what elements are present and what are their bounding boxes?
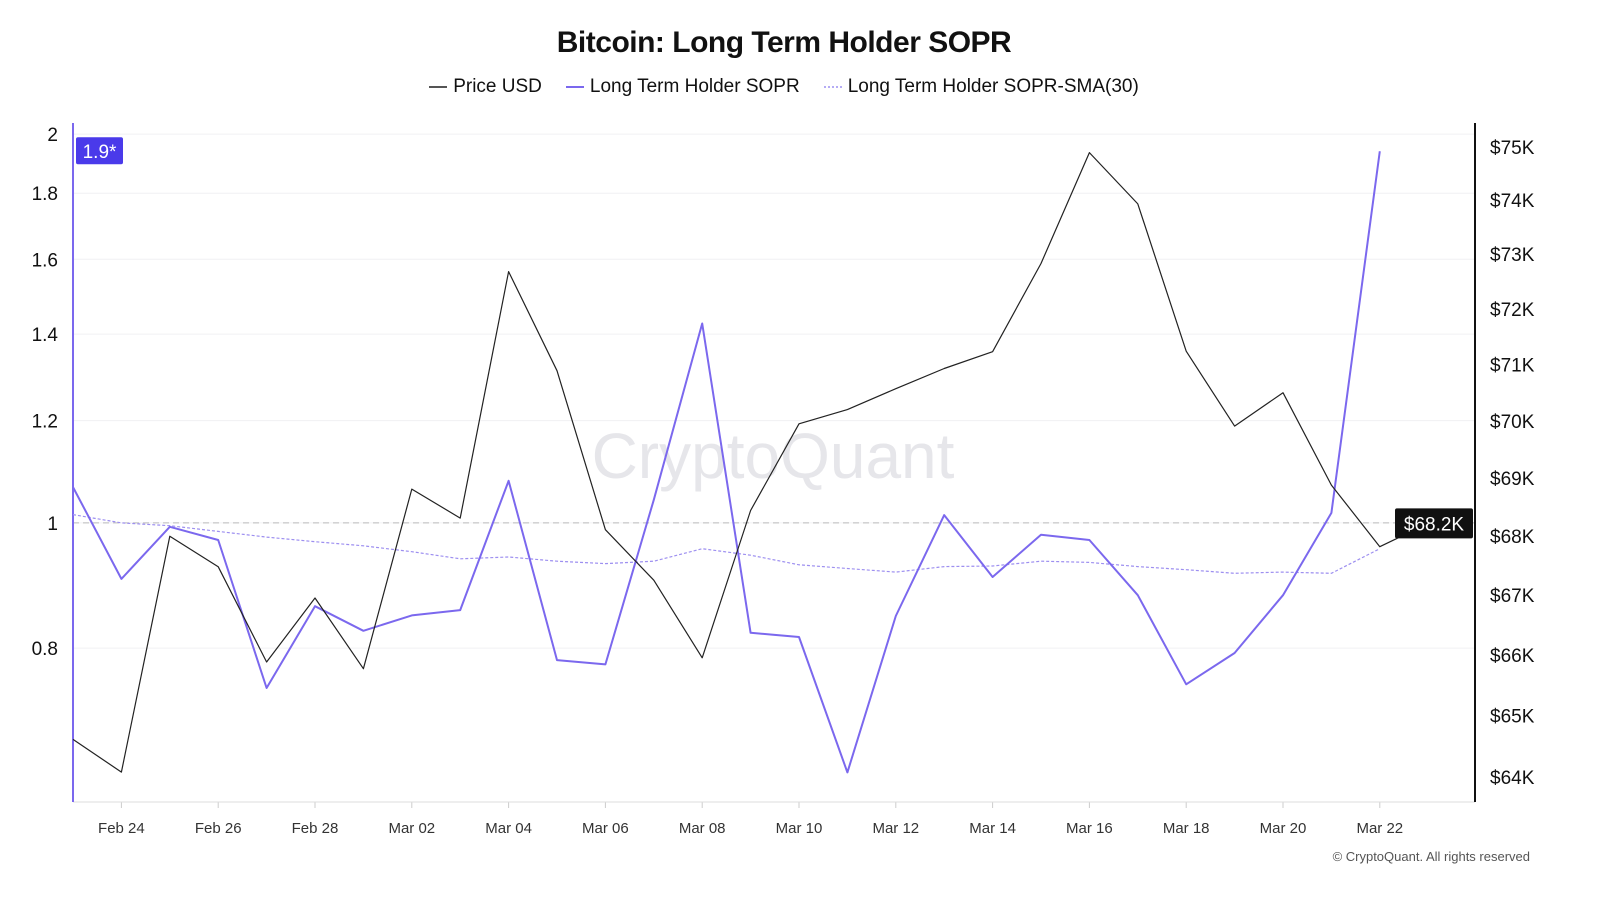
right-tick-label: $66K [1490,646,1535,667]
x-tick-label: Mar 02 [388,820,435,837]
left-tick-label: 1.2 [32,412,58,433]
right-tick-label: $70K [1490,412,1535,433]
legend-swatch [429,86,448,88]
series-line-price-usd [72,152,1429,773]
x-tick-label: Mar 16 [1066,820,1113,837]
copyright: © CryptoQuant. All rights reserved [1332,849,1530,864]
x-tick-label: Feb 28 [292,820,339,837]
watermark: CryptoQuant [592,420,955,492]
right-current-label: $68.2K [1404,514,1465,535]
left-current-badge [76,137,123,165]
left-tick-label: 1.8 [32,184,58,205]
legend-swatch [565,86,584,88]
right-tick-label: $65K [1490,706,1535,727]
x-tick-label: Mar 14 [969,820,1016,837]
x-tick-label: Feb 26 [195,820,242,837]
left-tick-label: 1 [47,514,58,535]
legend-label: Long Term Holder SOPR [589,76,800,97]
series-line-long-term-holder-sopr-sma-30- [72,514,1381,574]
left-tick-label: 0.8 [32,639,58,660]
x-tick-label: Mar 18 [1163,820,1210,837]
legend: Price USD Long Term Holder SOPR Long Ter… [0,76,1568,98]
x-tick-label: Mar 06 [582,820,629,837]
x-tick-label: Mar 10 [776,820,823,837]
right-tick-label: $75K [1490,138,1535,159]
left-current-label: 1.9* [83,142,117,163]
right-tick-label: $69K [1490,469,1535,490]
legend-swatch [823,86,842,88]
legend-item-price[interactable]: Price USD [429,76,542,98]
left-tick-label: 1.4 [32,325,59,346]
right-tick-label: $72K [1490,300,1535,321]
x-tick-label: Feb 24 [98,820,145,837]
x-tick-label: Mar 22 [1356,820,1403,837]
right-tick-label: $74K [1490,191,1535,212]
chart-title: Bitcoin: Long Term Holder SOPR [556,26,1012,59]
right-tick-label: $64K [1490,768,1535,789]
x-tick-label: Mar 08 [679,820,726,837]
x-tick-label: Mar 20 [1260,820,1307,837]
x-tick-label: Mar 12 [872,820,919,837]
right-tick-label: $71K [1490,356,1535,377]
right-tick-label: $73K [1490,245,1535,266]
x-tick-label: Mar 04 [485,820,532,837]
legend-label: Long Term Holder SOPR-SMA(30) [847,76,1139,97]
legend-label: Price USD [453,76,542,97]
series-line-long-term-holder-sopr [72,151,1381,774]
right-current-badge [1395,508,1473,539]
legend-item-sma[interactable]: Long Term Holder SOPR-SMA(30) [823,76,1139,98]
right-tick-label: $68K [1490,527,1535,548]
left-tick-label: 1.6 [32,250,58,271]
left-tick-label: 2 [47,125,58,146]
legend-item-sopr[interactable]: Long Term Holder SOPR [565,76,800,98]
right-tick-label: $67K [1490,586,1535,607]
